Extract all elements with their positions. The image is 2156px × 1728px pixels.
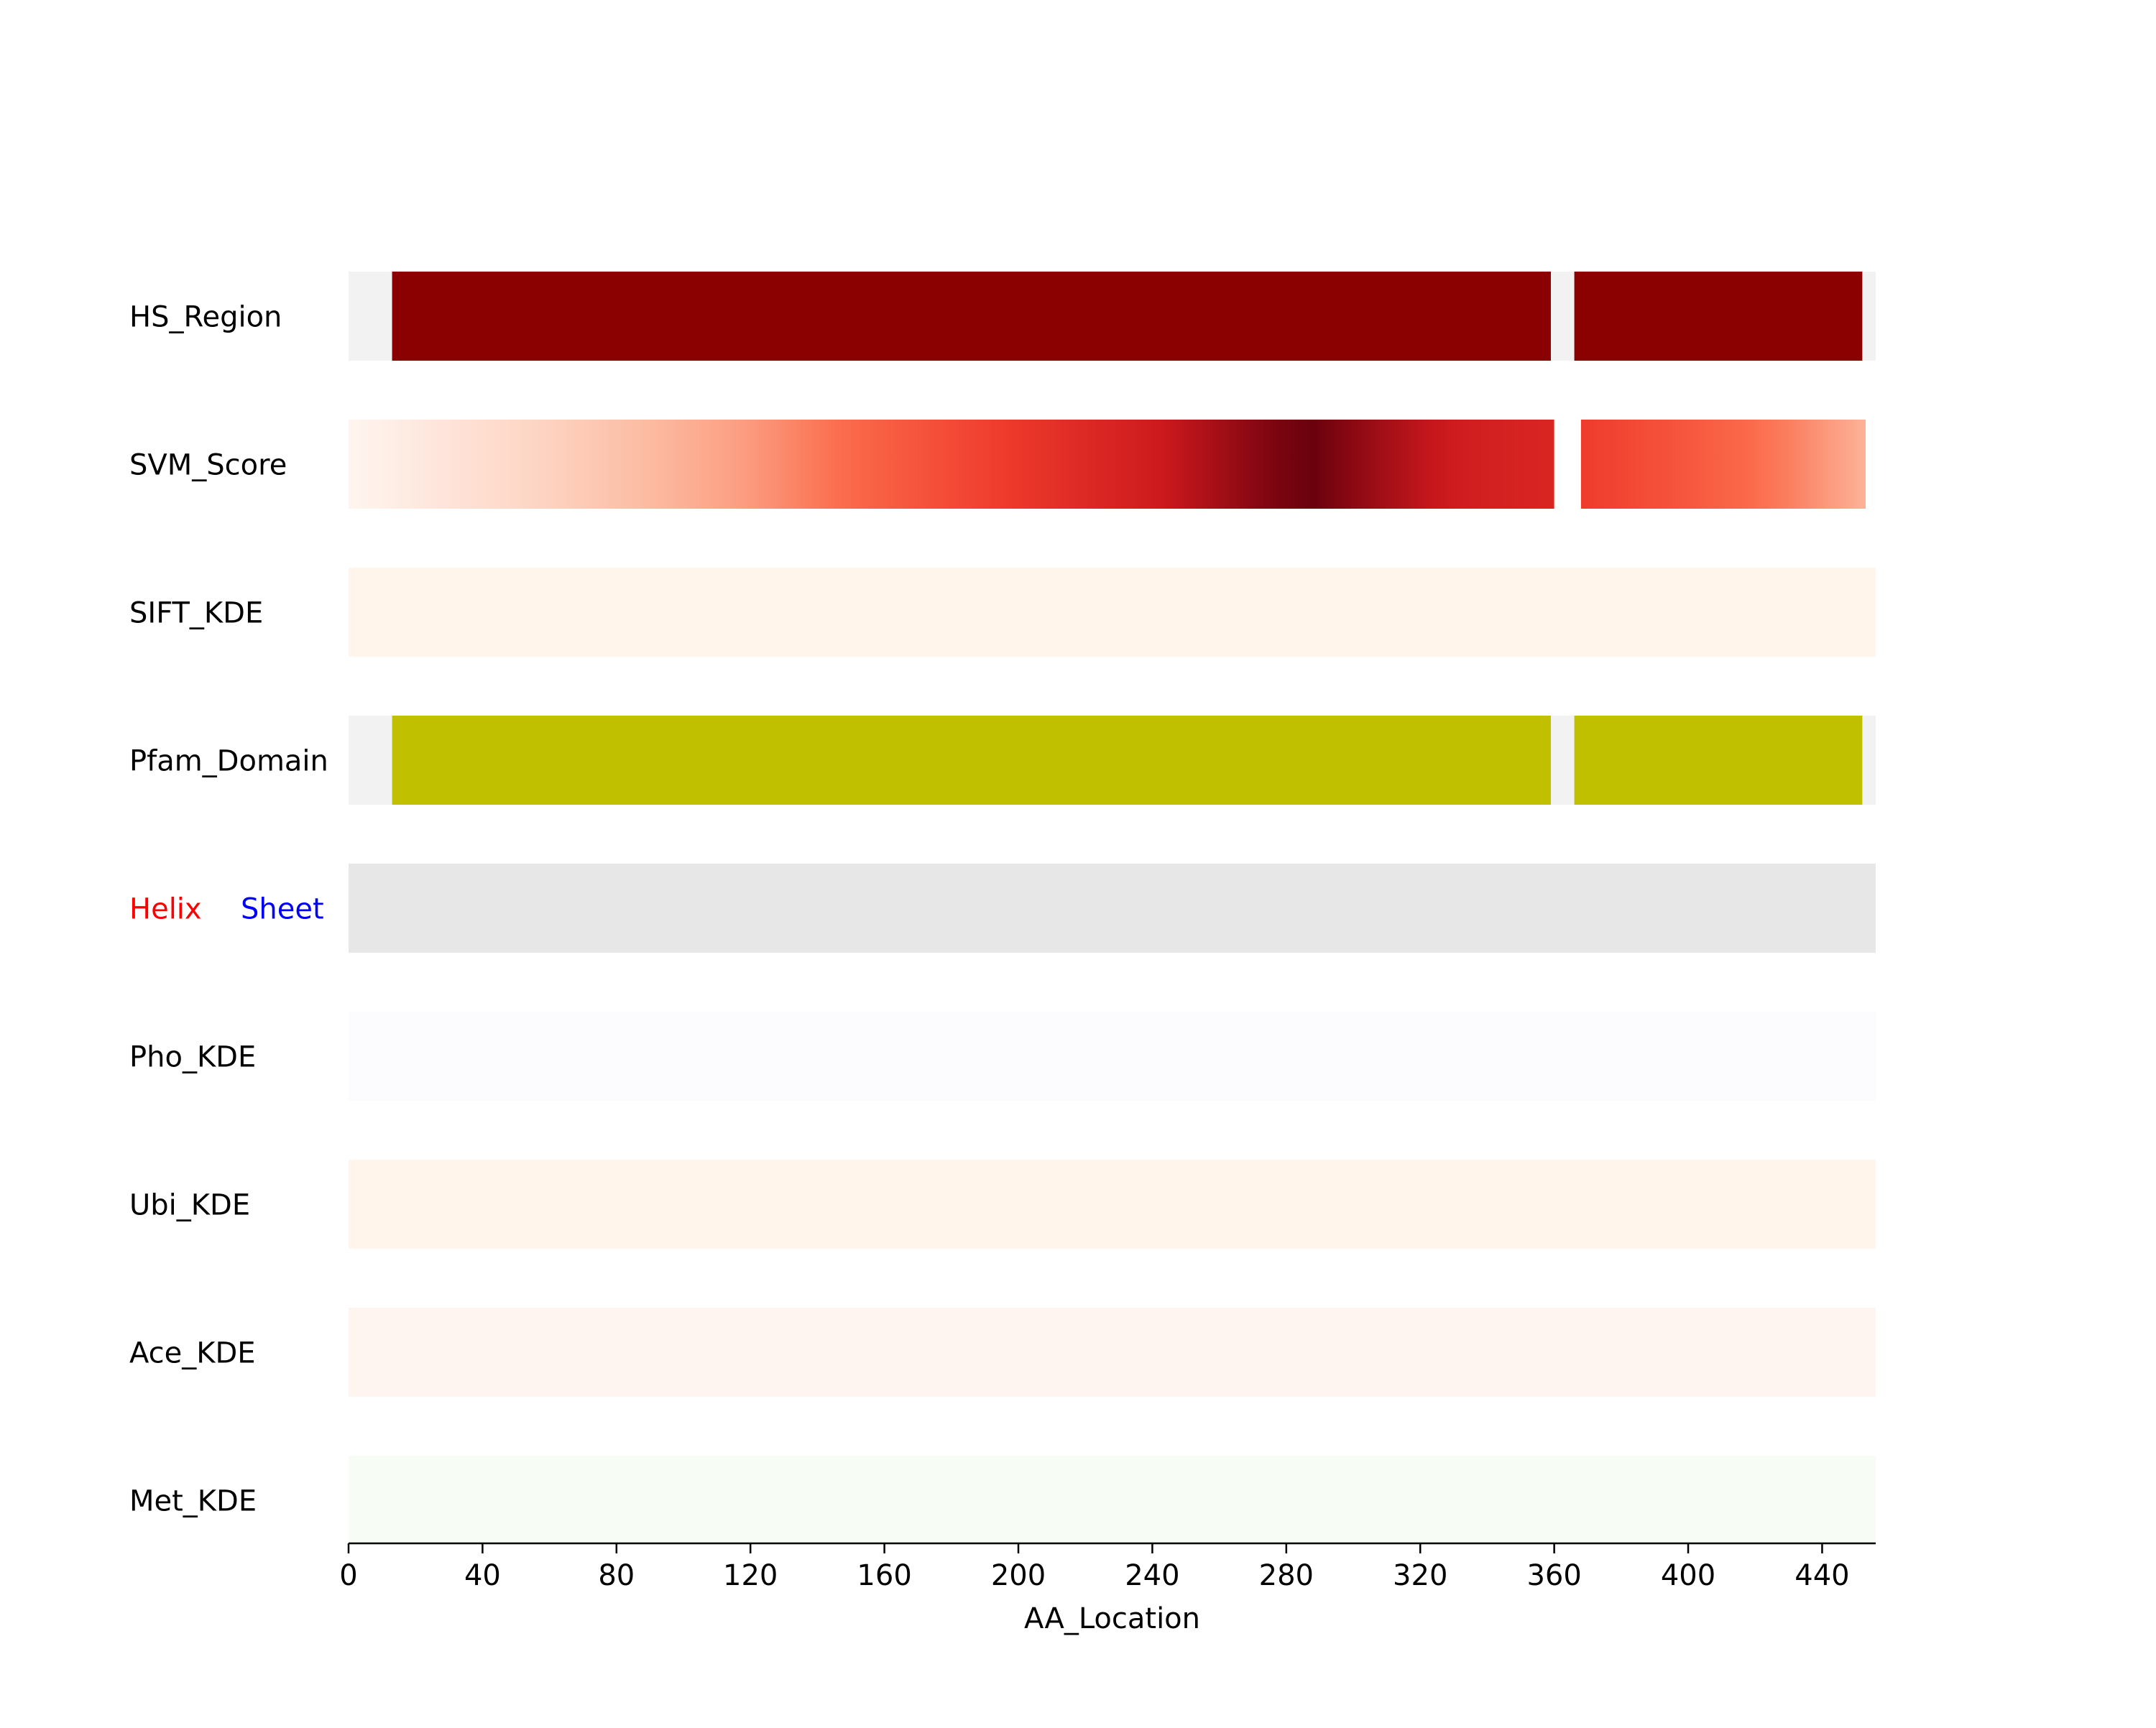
x-tick-label: 440: [1795, 1559, 1849, 1592]
track-label-pho-kde: Pho_KDE: [129, 1040, 256, 1073]
track-segment-hs-region-2: [1574, 272, 1863, 361]
track-label-hs-region: HS_Region: [129, 300, 282, 333]
track-bar-pho-kde: [349, 1012, 1876, 1101]
track-bar-met-kde: [349, 1456, 1876, 1545]
track-segment-svm-score-2: [1580, 420, 1866, 509]
tracks-layer: [349, 272, 1876, 1545]
track-label-helix: Helix: [129, 892, 202, 925]
x-tick-label: 320: [1393, 1559, 1447, 1592]
track-bar-sift-kde: [349, 568, 1876, 657]
track-label-sheet: Sheet: [241, 892, 324, 925]
track-label-pfam-domain: Pfam_Domain: [129, 744, 328, 777]
x-tick-label: 160: [857, 1559, 911, 1592]
track-label-ubi-kde: Ubi_KDE: [129, 1188, 250, 1221]
x-tick-label: 200: [991, 1559, 1046, 1592]
x-tick-label: 0: [339, 1559, 357, 1592]
track-segment-hs-region-1: [392, 272, 1551, 361]
x-tick-label: 80: [598, 1559, 635, 1592]
x-tick-label: 400: [1661, 1559, 1715, 1592]
track-bar-ubi-kde: [349, 1160, 1876, 1249]
x-tick-label: 40: [464, 1559, 501, 1592]
track-segment-pfam-domain-1: [392, 716, 1551, 805]
track-bar-helix: [349, 864, 1876, 953]
x-axis-label: AA_Location: [1024, 1602, 1200, 1635]
track-segment-pfam-domain-2: [1574, 716, 1863, 805]
x-tick-label: 240: [1125, 1559, 1179, 1592]
track-segment-svm-score-1: [349, 420, 1554, 509]
x-tick-label: 120: [723, 1559, 778, 1592]
x-tick-label: 280: [1259, 1559, 1314, 1592]
track-label-sift-kde: SIFT_KDE: [129, 596, 263, 629]
track-labels: HS_Region SVM_Score SIFT_KDE Pfam_Domain Hel…: [129, 300, 328, 1517]
track-bar-ace-kde: [349, 1308, 1876, 1397]
x-tick-label: 360: [1526, 1559, 1581, 1592]
track-label-svm-score: SVM_Score: [129, 448, 287, 481]
track-label-ace-kde: Ace_KDE: [129, 1336, 256, 1369]
track-label-met-kde: Met_KDE: [129, 1484, 257, 1517]
x-axis: 0 40 80 120 160 200 240 280 320 360 400 440 AA_Locat…: [339, 1542, 1876, 1635]
